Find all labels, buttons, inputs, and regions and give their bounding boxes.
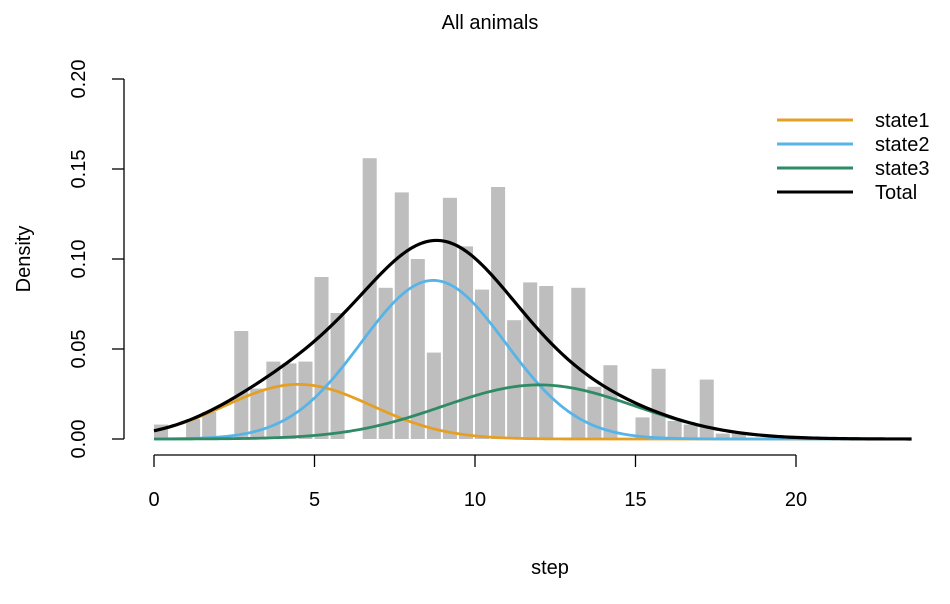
histogram-bar <box>667 421 682 439</box>
chart-title: All animals <box>442 12 539 34</box>
x-axis: 0 5 10 15 20 <box>148 454 807 511</box>
y-tick-label: 0.10 <box>68 240 90 279</box>
histogram-bar <box>491 187 506 439</box>
histogram-bar <box>234 331 249 439</box>
histogram-bar <box>523 282 538 439</box>
histogram-bar <box>507 320 522 439</box>
histogram-bar <box>635 417 650 439</box>
histogram-bar <box>378 287 393 439</box>
histogram-bar <box>603 365 618 439</box>
histogram-bar <box>715 433 730 439</box>
x-tick-label: 10 <box>464 489 486 511</box>
x-tick-label: 15 <box>624 489 646 511</box>
y-tick-label: 0.15 <box>68 150 90 189</box>
x-tick-label: 20 <box>785 489 807 511</box>
histogram-bar <box>651 368 666 439</box>
legend-label-total: Total <box>875 182 917 204</box>
y-axis: 0.00 0.05 0.10 0.15 0.20 <box>68 60 125 459</box>
x-tick-label: 0 <box>148 489 159 511</box>
x-axis-label: step <box>531 557 569 579</box>
y-tick-label: 0.20 <box>68 60 90 99</box>
histogram-bar <box>362 158 377 439</box>
histogram-bar <box>394 192 409 439</box>
y-tick-label: 0.00 <box>68 420 90 459</box>
histogram-bar <box>330 313 345 439</box>
curve-state2 <box>153 279 912 441</box>
histogram-bar <box>475 289 490 439</box>
histogram-bar <box>442 197 457 439</box>
y-axis-label: Density <box>13 226 35 293</box>
x-tick-label: 5 <box>309 489 320 511</box>
histogram-bar <box>202 412 217 439</box>
histogram-bar <box>282 363 297 439</box>
curve-total <box>153 238 912 441</box>
histogram-bar <box>314 277 329 439</box>
histogram-bar <box>250 388 265 439</box>
histogram-bar <box>458 246 473 439</box>
histogram-bar <box>186 419 201 439</box>
histogram-bar <box>683 424 698 439</box>
histogram-bar <box>298 361 313 439</box>
legend-label-state3: state3 <box>875 158 929 180</box>
histogram-bar <box>266 361 281 439</box>
histogram-bar <box>571 287 586 439</box>
legend-label-state1: state1 <box>875 110 929 132</box>
density-curves <box>153 238 912 441</box>
y-tick-label: 0.05 <box>68 330 90 369</box>
histogram-bar <box>731 433 746 439</box>
histogram-bar <box>426 352 441 439</box>
histogram-bar <box>539 286 554 439</box>
histogram-bar <box>699 379 714 439</box>
legend-label-state2: state2 <box>875 134 929 156</box>
histogram-bar <box>410 259 425 439</box>
